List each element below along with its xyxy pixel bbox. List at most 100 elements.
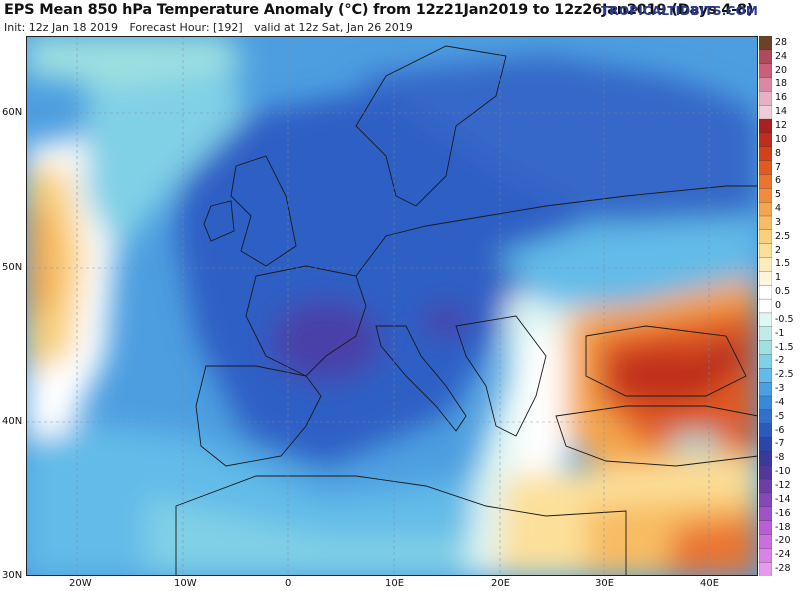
colorbar-label: 2 <box>775 244 782 256</box>
colorbar-swatch <box>759 382 772 397</box>
colorbar-label: -28 <box>775 563 791 575</box>
lon-label-20e: 20E <box>491 578 511 589</box>
colorbar-swatch <box>759 36 772 51</box>
forecast-hour: Forecast Hour: [192] <box>129 21 243 34</box>
colorbar-label: 0 <box>775 300 782 311</box>
colorbar-swatch <box>759 49 772 65</box>
init-time: Init: 12z Jan 18 2019 <box>4 21 118 34</box>
colorbar-swatch <box>759 368 772 383</box>
colorbar-swatch <box>759 465 772 480</box>
colorbar-label: 1.5 <box>775 258 791 270</box>
colorbar-swatch <box>759 188 772 203</box>
colorbar-swatch <box>759 285 772 300</box>
header-bar: EPS Mean 850 hPa Temperature Anomaly (°C… <box>0 0 800 36</box>
lat-label-60n: 60N <box>2 107 23 118</box>
graticule <box>26 36 758 576</box>
colorbar-label: -6 <box>775 424 785 436</box>
colorbar-swatch <box>759 492 772 508</box>
colorbar-label: -4 <box>775 396 785 408</box>
colorbar-label: -14 <box>775 493 791 505</box>
coastlines <box>175 45 758 576</box>
lat-label-40n: 40N <box>2 416 23 427</box>
lon-label-0: 0 <box>285 578 292 589</box>
colorbar-label: -1.5 <box>775 341 794 353</box>
colorbar-label: 20 <box>775 64 788 76</box>
colorbar-label: 18 <box>775 78 788 90</box>
colorbar-swatch <box>759 409 772 425</box>
chart-title: EPS Mean 850 hPa Temperature Anomaly (°C… <box>4 2 754 18</box>
colorbar-swatch <box>759 326 772 342</box>
colorbar-label: -3 <box>775 383 785 395</box>
lon-label-10w: 10W <box>174 578 197 589</box>
colorbar-label: 16 <box>775 92 788 104</box>
colorbar-label: 5 <box>775 189 782 201</box>
colorbar-label: 12 <box>775 120 788 131</box>
colorbar-swatch <box>759 105 772 120</box>
colorbar-label: -2.5 <box>775 369 794 381</box>
lat-label-30n: 30N <box>2 570 23 581</box>
colorbar-swatch <box>759 63 772 78</box>
colorbar-swatch <box>759 132 772 148</box>
lon-label-30e: 30E <box>595 578 615 589</box>
colorbar-label: -2 <box>775 355 785 367</box>
colorbar-swatch <box>759 312 772 328</box>
colorbar-label: 0.5 <box>775 286 791 298</box>
lon-label-40e: 40E <box>700 578 720 589</box>
colorbar-label: 8 <box>775 147 782 159</box>
valid-time: valid at 12z Sat, Jan 26 2019 <box>254 21 413 34</box>
colorbar-swatch <box>759 506 772 522</box>
colorbar <box>759 36 772 576</box>
colorbar-swatch <box>759 562 772 576</box>
subtitle-line: Init: 12z Jan 18 2019 Forecast Hour: [19… <box>4 21 421 34</box>
colorbar-swatch <box>759 91 772 106</box>
anomaly-map <box>26 36 758 576</box>
colorbar-label: -10 <box>775 466 791 478</box>
lon-label-20w: 20W <box>69 578 92 589</box>
colorbar-swatch <box>759 534 772 549</box>
colorbar-swatch <box>759 202 772 217</box>
colorbar-swatch <box>759 478 772 494</box>
colorbar-swatch <box>759 146 772 162</box>
lat-label-50n: 50N <box>2 262 23 273</box>
colorbar-swatch <box>759 354 772 369</box>
colorbar-swatch <box>759 118 772 134</box>
colorbar-swatch <box>759 229 772 245</box>
colorbar-label: 6 <box>775 175 782 187</box>
colorbar-swatch <box>759 340 772 355</box>
colorbar-label: -1 <box>775 327 785 339</box>
colorbar-label: 14 <box>775 106 788 118</box>
colorbar-label: -5 <box>775 410 785 422</box>
lon-label-10e: 10E <box>385 578 405 589</box>
brand-watermark: TROPICALTIDBITS.COM <box>601 4 758 18</box>
colorbar-swatch <box>759 520 772 535</box>
colorbar-label: 10 <box>775 133 788 145</box>
colorbar-label: 24 <box>775 50 788 62</box>
colorbar-swatch <box>759 423 772 438</box>
colorbar-label: -8 <box>775 452 785 464</box>
colorbar-label: 3 <box>775 216 782 228</box>
colorbar-swatch <box>759 77 772 92</box>
colorbar-label: -24 <box>775 549 791 561</box>
colorbar-swatch <box>759 174 772 189</box>
colorbar-swatch <box>759 548 772 563</box>
colorbar-swatch <box>759 271 772 286</box>
colorbar-swatch <box>759 243 772 258</box>
colorbar-label: -0.5 <box>775 313 794 325</box>
colorbar-swatch <box>759 451 772 466</box>
colorbar-label: -18 <box>775 521 791 533</box>
colorbar-label: 7 <box>775 161 782 173</box>
colorbar-swatch <box>759 298 772 314</box>
colorbar-swatch <box>759 215 772 231</box>
anomaly-field <box>26 36 758 576</box>
colorbar-label: 28 <box>775 36 788 48</box>
colorbar-swatch <box>759 395 772 411</box>
colorbar-label: 2.5 <box>775 230 791 242</box>
colorbar-label: -12 <box>775 480 791 491</box>
colorbar-swatch <box>759 160 772 175</box>
colorbar-swatch <box>759 437 772 452</box>
colorbar-label: 1 <box>775 272 782 284</box>
colorbar-label: 4 <box>775 203 782 215</box>
colorbar-label: -16 <box>775 507 791 519</box>
colorbar-label: -7 <box>775 438 785 450</box>
colorbar-label: -20 <box>775 535 791 547</box>
